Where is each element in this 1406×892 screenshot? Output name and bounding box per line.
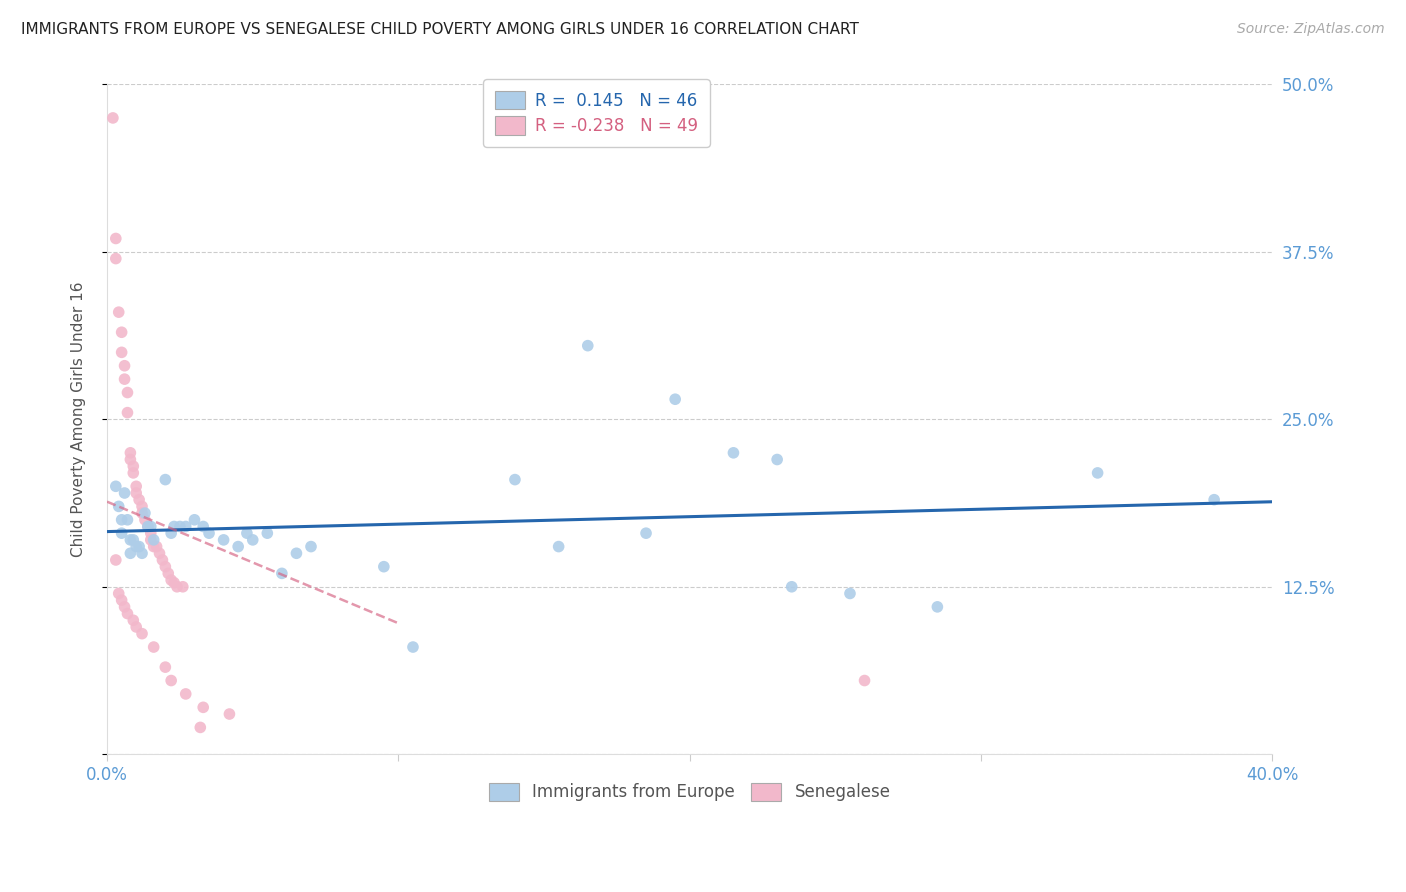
Point <box>139 533 162 547</box>
Point <box>766 452 789 467</box>
Point <box>131 506 153 520</box>
Point <box>104 252 127 266</box>
Point <box>136 519 159 533</box>
Point <box>780 580 803 594</box>
Point <box>723 446 745 460</box>
Point <box>174 687 197 701</box>
Point <box>120 452 142 467</box>
Point <box>122 459 145 474</box>
Y-axis label: Child Poverty Among Girls Under 16: Child Poverty Among Girls Under 16 <box>72 282 86 558</box>
Point <box>1087 466 1109 480</box>
Point <box>120 546 142 560</box>
Point <box>111 325 134 339</box>
Point <box>174 519 197 533</box>
Point <box>503 473 526 487</box>
Point <box>128 540 150 554</box>
Point <box>373 559 395 574</box>
Point <box>172 580 194 594</box>
Point <box>131 626 153 640</box>
Point <box>142 640 165 654</box>
Point <box>299 540 322 554</box>
Point <box>226 540 249 554</box>
Point <box>188 720 211 734</box>
Point <box>155 473 177 487</box>
Point <box>107 500 129 514</box>
Text: IMMIGRANTS FROM EUROPE VS SENEGALESE CHILD POVERTY AMONG GIRLS UNDER 16 CORRELAT: IMMIGRANTS FROM EUROPE VS SENEGALESE CHI… <box>21 22 859 37</box>
Point <box>117 385 139 400</box>
Point <box>853 673 876 688</box>
Point <box>131 546 153 560</box>
Point <box>169 519 191 533</box>
Point <box>256 526 278 541</box>
Point <box>111 526 134 541</box>
Point <box>145 540 167 554</box>
Point <box>120 533 142 547</box>
Point <box>664 392 686 407</box>
Point <box>163 519 186 533</box>
Point <box>136 519 159 533</box>
Point <box>104 479 127 493</box>
Point <box>128 492 150 507</box>
Point <box>104 231 127 245</box>
Point <box>125 486 148 500</box>
Point <box>193 519 215 533</box>
Point <box>839 586 862 600</box>
Point <box>114 372 136 386</box>
Point <box>1204 492 1226 507</box>
Text: Source: ZipAtlas.com: Source: ZipAtlas.com <box>1237 22 1385 37</box>
Point <box>160 526 183 541</box>
Point <box>122 613 145 627</box>
Point <box>107 305 129 319</box>
Point <box>117 406 139 420</box>
Point <box>120 446 142 460</box>
Point <box>131 500 153 514</box>
Point <box>134 513 156 527</box>
Point <box>155 660 177 674</box>
Point <box>104 553 127 567</box>
Point <box>111 345 134 359</box>
Point <box>111 513 134 527</box>
Point <box>114 486 136 500</box>
Point <box>152 553 174 567</box>
Point <box>218 706 240 721</box>
Point <box>236 526 259 541</box>
Point <box>117 513 139 527</box>
Point <box>125 479 148 493</box>
Point <box>242 533 264 547</box>
Point <box>193 700 215 714</box>
Point <box>155 559 177 574</box>
Point <box>212 533 235 547</box>
Point <box>285 546 308 560</box>
Point <box>547 540 569 554</box>
Point <box>122 533 145 547</box>
Point <box>117 607 139 621</box>
Point <box>122 466 145 480</box>
Point <box>125 620 148 634</box>
Point <box>160 573 183 587</box>
Point <box>111 593 134 607</box>
Point <box>183 513 205 527</box>
Point <box>927 599 949 614</box>
Point <box>142 533 165 547</box>
Point <box>166 580 188 594</box>
Point <box>134 506 156 520</box>
Point <box>576 339 599 353</box>
Point <box>114 359 136 373</box>
Point <box>139 526 162 541</box>
Point <box>402 640 425 654</box>
Point <box>160 673 183 688</box>
Legend: Immigrants from Europe, Senegalese: Immigrants from Europe, Senegalese <box>477 771 903 813</box>
Point <box>634 526 657 541</box>
Point <box>163 575 186 590</box>
Point <box>125 540 148 554</box>
Point <box>157 566 180 581</box>
Point <box>107 586 129 600</box>
Point <box>139 519 162 533</box>
Point <box>114 599 136 614</box>
Point <box>198 526 221 541</box>
Point <box>148 546 170 560</box>
Point <box>101 111 124 125</box>
Point <box>142 540 165 554</box>
Point <box>270 566 292 581</box>
